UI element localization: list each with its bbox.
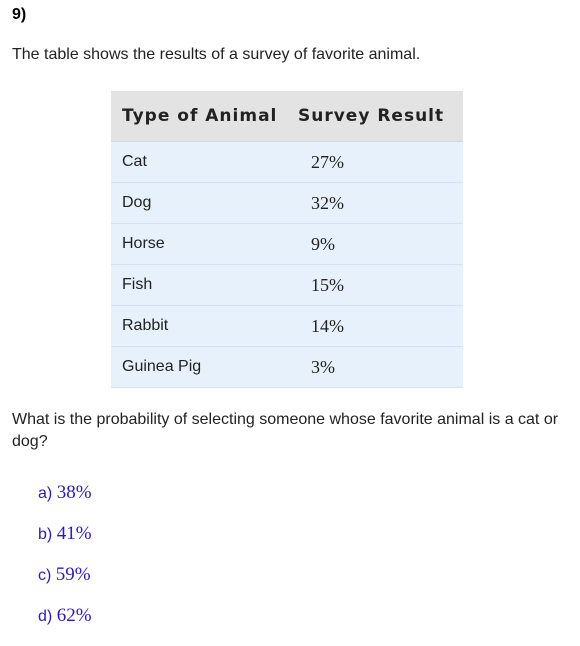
answer-choices: a) 38% b) 41% c) 59% d) 62% <box>38 482 92 646</box>
choice-letter: b) <box>38 526 53 543</box>
survey-table: Type of Animal Survey Result Cat 27% Dog… <box>111 91 463 388</box>
choice-letter: a) <box>38 485 53 502</box>
choice-d[interactable]: d) 62% <box>38 605 92 646</box>
result-cell: 27% <box>292 141 463 183</box>
animal-cell: Horse <box>111 223 292 265</box>
table-row: Fish 15% <box>111 264 463 306</box>
result-cell: 15% <box>292 264 463 306</box>
result-cell: 14% <box>292 305 463 347</box>
result-cell: 32% <box>292 182 463 224</box>
choice-b[interactable]: b) 41% <box>38 523 92 564</box>
table-row: Cat 27% <box>111 141 463 183</box>
choice-value: 62% <box>56 605 92 626</box>
choice-letter: c) <box>38 567 52 584</box>
table-row: Dog 32% <box>111 182 463 224</box>
result-cell: 9% <box>292 223 463 265</box>
choice-value: 41% <box>56 523 92 544</box>
animal-cell: Fish <box>111 264 292 306</box>
choice-c[interactable]: c) 59% <box>38 564 92 605</box>
table-row: Rabbit 14% <box>111 305 463 347</box>
animal-cell: Cat <box>111 141 292 183</box>
table-header-row: Type of Animal Survey Result <box>111 91 463 142</box>
column-header-animal: Type of Animal <box>111 91 292 142</box>
choice-value: 38% <box>56 482 92 503</box>
choice-letter: d) <box>38 608 53 625</box>
choice-a[interactable]: a) 38% <box>38 482 92 523</box>
animal-cell: Guinea Pig <box>111 346 292 388</box>
intro-text: The table shows the results of a survey … <box>12 46 421 63</box>
result-cell: 3% <box>292 346 463 388</box>
column-header-result: Survey Result <box>292 91 463 142</box>
question-number: 9) <box>12 6 27 23</box>
table-row: Guinea Pig 3% <box>111 346 463 388</box>
table-row: Horse 9% <box>111 223 463 265</box>
animal-cell: Rabbit <box>111 305 292 347</box>
animal-cell: Dog <box>111 182 292 224</box>
question-text: What is the probability of selecting som… <box>12 411 559 450</box>
choice-value: 59% <box>55 564 91 585</box>
